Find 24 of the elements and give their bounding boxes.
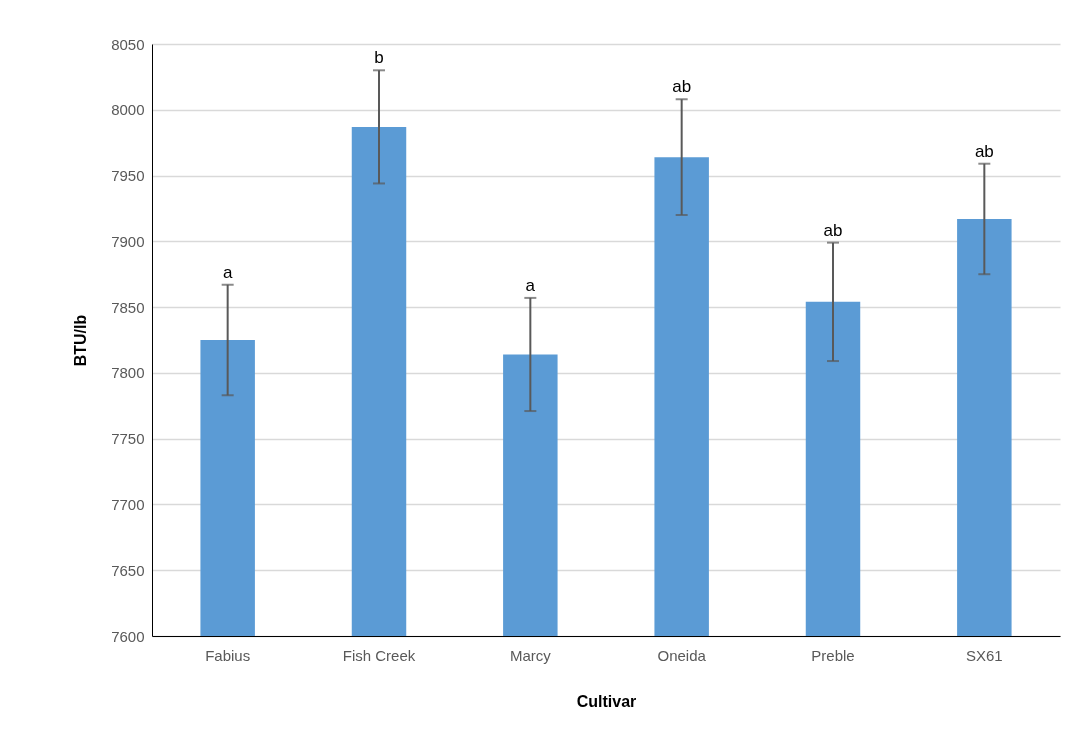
annotation: ab bbox=[823, 220, 843, 240]
y-tick-label: 7650 bbox=[111, 561, 145, 579]
y-tick-label: 7700 bbox=[111, 495, 145, 513]
y-tick-label: 7600 bbox=[111, 627, 145, 645]
x-tick-label: Marcy bbox=[509, 646, 552, 664]
y-tick-label: 7750 bbox=[111, 430, 145, 448]
y-tick-label: 8000 bbox=[111, 101, 145, 119]
x-tick-label: Preble bbox=[811, 646, 855, 664]
y-tick-label: 7950 bbox=[111, 167, 145, 185]
annotation: a bbox=[525, 275, 536, 295]
y-tick-label: 7900 bbox=[111, 232, 145, 250]
x-tick-label: Fish Creek bbox=[342, 646, 416, 664]
x-tick-label: Oneida bbox=[657, 646, 707, 664]
y-tick-label: 7850 bbox=[111, 298, 145, 316]
annotation: b bbox=[374, 48, 384, 68]
y-tick-label: 7800 bbox=[111, 364, 145, 382]
annotation: a bbox=[222, 262, 233, 282]
x-axis-title: Cultivar bbox=[576, 692, 637, 710]
y-axis-title: BTU/lb bbox=[72, 314, 90, 367]
x-tick-label: SX61 bbox=[965, 646, 1003, 664]
annotation: ab bbox=[672, 77, 692, 97]
annotation: ab bbox=[974, 141, 994, 161]
x-tick-label: Fabius bbox=[205, 646, 251, 664]
y-tick-label: 8050 bbox=[111, 35, 145, 53]
